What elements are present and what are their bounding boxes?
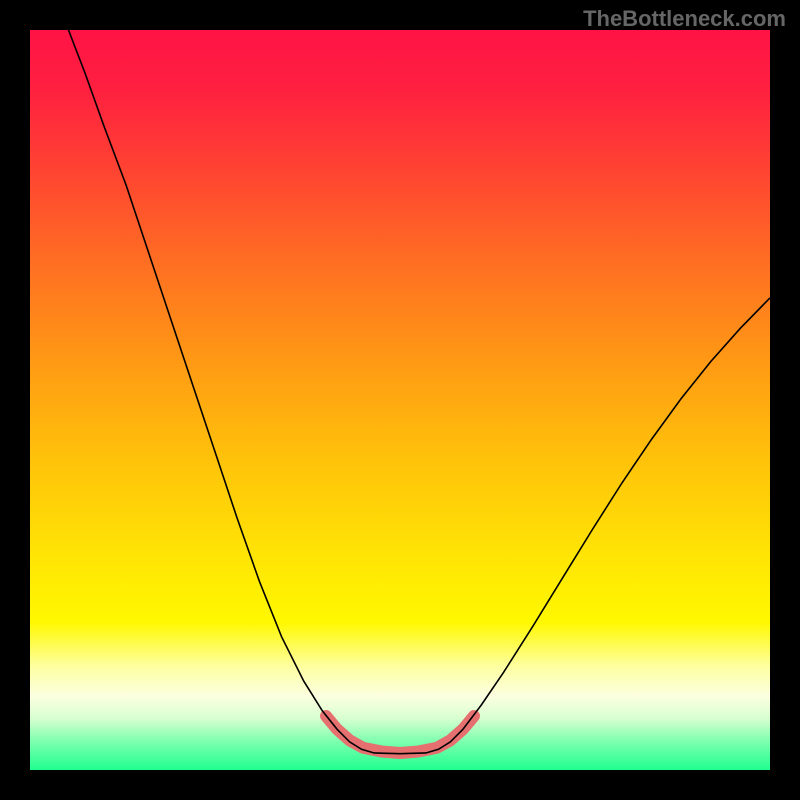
chart-container: TheBottleneck.com xyxy=(0,0,800,800)
plot-area xyxy=(30,30,770,770)
watermark-text: TheBottleneck.com xyxy=(583,6,786,32)
gradient-background xyxy=(30,30,770,770)
